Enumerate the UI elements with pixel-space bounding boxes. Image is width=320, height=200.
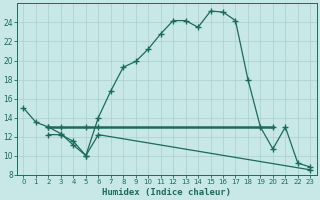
X-axis label: Humidex (Indice chaleur): Humidex (Indice chaleur) — [102, 188, 231, 197]
